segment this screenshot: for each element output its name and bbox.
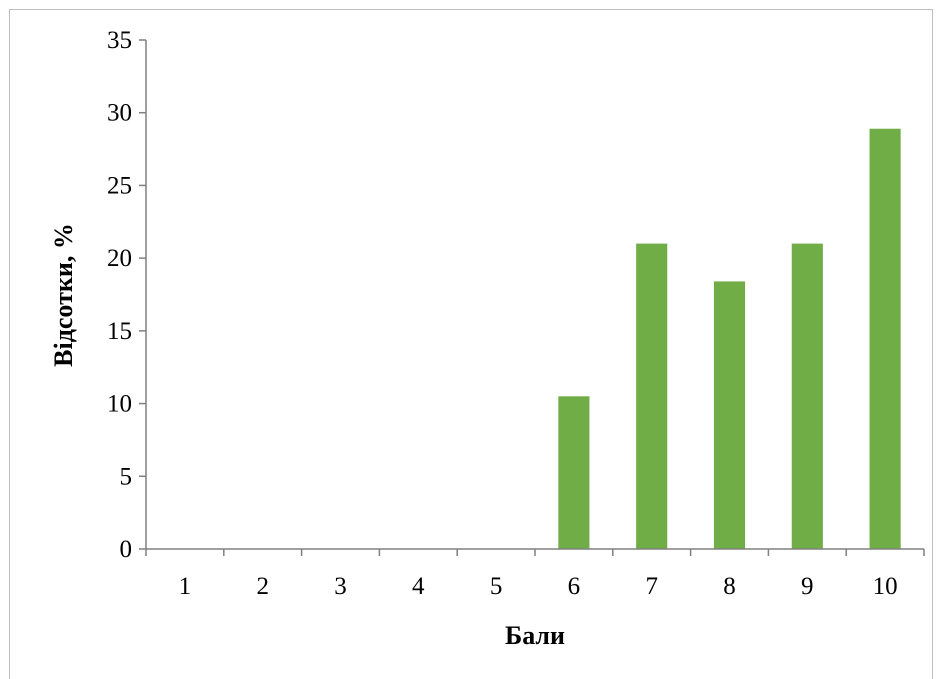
bar-8 [713, 281, 746, 549]
y-tick-label: 25 [107, 172, 132, 199]
x-axis-ticks: 1 2 3 4 5 6 7 8 9 10 [145, 549, 925, 600]
y-tick-label: 5 [120, 463, 133, 490]
y-tick-label: 10 [107, 391, 132, 418]
y-axis-ticks: 0 5 10 15 20 25 30 35 [107, 27, 146, 563]
x-tick-label: 9 [801, 573, 814, 600]
x-tick-label: 5 [490, 573, 503, 600]
x-tick-label: 1 [179, 573, 192, 600]
x-tick-label: 3 [334, 573, 347, 600]
y-tick-label: 20 [107, 245, 132, 272]
bars-layer [558, 128, 901, 549]
x-tick-label: 4 [412, 573, 425, 600]
x-tick-label: 2 [256, 573, 269, 600]
y-tick-label: 30 [107, 100, 132, 127]
x-tick-label: 6 [568, 573, 581, 600]
bar-10 [869, 128, 901, 549]
x-tick-label: 8 [723, 573, 736, 600]
x-axis-title: Бали [505, 621, 565, 650]
y-tick-label: 15 [107, 318, 132, 345]
bar-6 [558, 396, 590, 549]
bar-9 [791, 243, 823, 549]
chart-frame [9, 9, 933, 679]
y-tick-label: 35 [107, 27, 132, 54]
x-tick-label: 10 [873, 573, 898, 600]
y-axis-title: Відсотки, % [49, 223, 78, 367]
x-tick-label: 7 [645, 573, 658, 600]
y-tick-label: 0 [120, 536, 133, 563]
bar-7 [636, 243, 668, 549]
